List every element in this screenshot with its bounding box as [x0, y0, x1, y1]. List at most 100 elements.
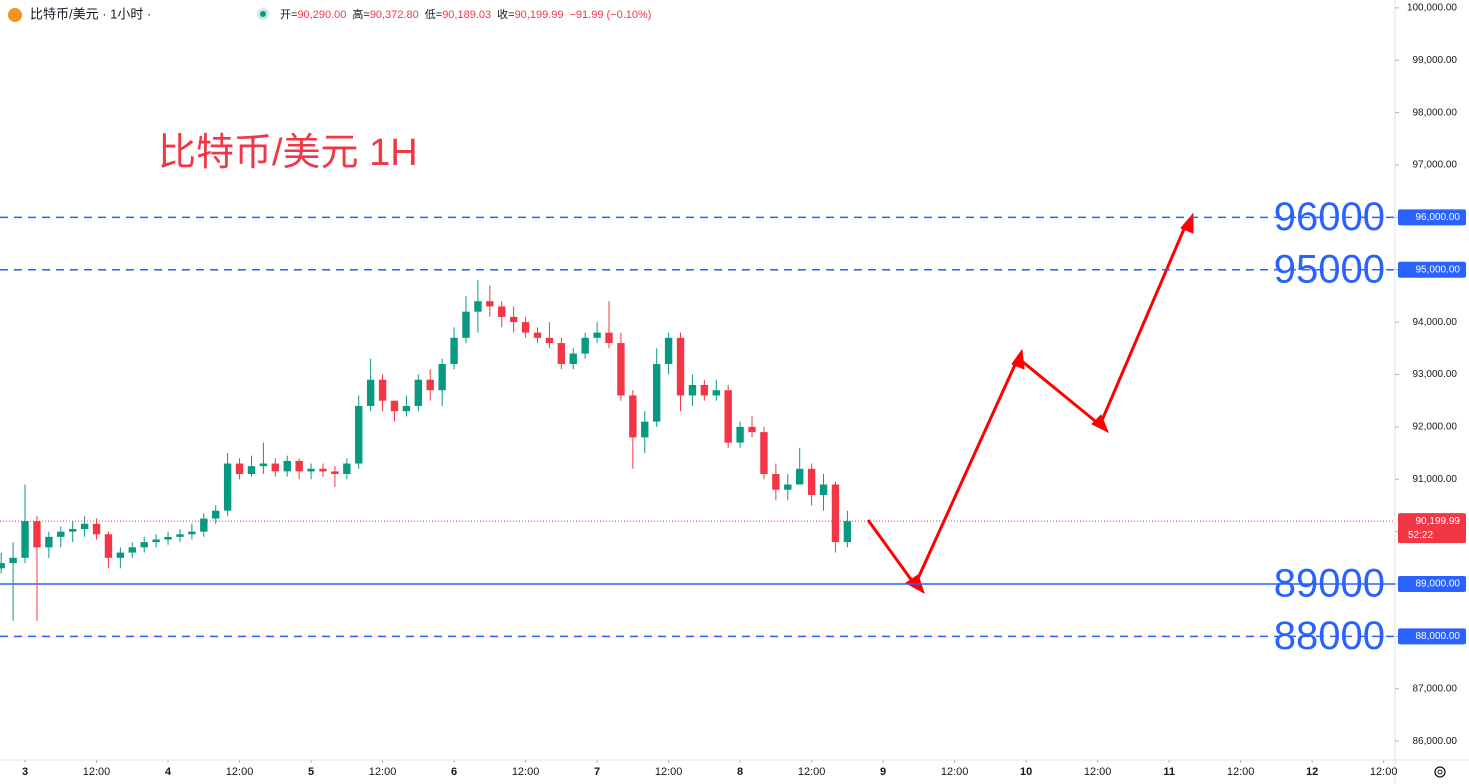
x-tick-label: 10 [1020, 766, 1032, 778]
y-tick-label: 91,000.00 [1413, 474, 1458, 485]
legend-value: 90,372.80 [370, 9, 419, 21]
candle-body [474, 301, 482, 312]
legend-label: 高= [352, 7, 369, 21]
y-tick-label: 92,000.00 [1413, 422, 1458, 433]
candle-body [331, 471, 339, 475]
level-tag-bg [1398, 209, 1466, 226]
candle-body [605, 332, 613, 344]
candle-body [772, 474, 780, 490]
legend-label: 收= [497, 7, 514, 21]
candle-body [414, 379, 423, 406]
status-dot [260, 11, 266, 17]
candle-body [9, 557, 17, 564]
countdown: 52:22 [1408, 530, 1433, 541]
x-tick-label: 12 [1306, 766, 1318, 778]
level-label: 89000 [1274, 562, 1385, 606]
candle-body [521, 322, 530, 333]
candle-body [355, 405, 363, 464]
y-tick-label: 100,000.00 [1407, 2, 1457, 13]
level-tag: 89,000.00 [1416, 579, 1461, 590]
candle-body [307, 468, 315, 472]
candle-body [831, 484, 840, 543]
x-tick-label: 7 [594, 766, 600, 778]
y-tick-label: 99,000.00 [1413, 55, 1458, 66]
x-tick-label: 12:00 [798, 766, 826, 778]
candle-body [223, 463, 232, 511]
candle-body [688, 384, 697, 396]
y-tick-label: 86,000.00 [1413, 736, 1458, 747]
candle-body [700, 384, 709, 396]
candle-body [188, 531, 196, 535]
x-tick-label: 12:00 [512, 766, 540, 778]
candle-body [295, 460, 303, 472]
candle-body [736, 426, 744, 443]
candle-body [152, 539, 160, 543]
candle-body [21, 521, 29, 558]
candle-body [212, 510, 220, 519]
symbol: 比特币/美元 · 1小时 · [30, 6, 151, 21]
candle-body [92, 523, 101, 535]
level-label: 96000 [1274, 195, 1385, 239]
gear-center[interactable] [1437, 769, 1443, 775]
arrow-head [1180, 212, 1194, 234]
candle-body [259, 463, 268, 467]
legend-label: 低= [425, 8, 442, 21]
x-tick-label: 4 [165, 766, 172, 778]
candle-body [343, 463, 351, 475]
x-tick-label: 9 [880, 766, 886, 778]
x-tick-label: 12:00 [1370, 766, 1398, 778]
level-tag: 96,000.00 [1416, 212, 1461, 223]
gear[interactable] [1434, 766, 1446, 778]
level-label: 95000 [1274, 247, 1385, 291]
candle-body [69, 529, 77, 532]
x-tick-label: 5 [308, 766, 314, 778]
candle-body [80, 523, 89, 530]
candle-body [498, 306, 506, 317]
legend-value: 90,199.99 [515, 9, 564, 21]
candle-body [438, 364, 446, 391]
x-tick-label: 12:00 [1084, 766, 1112, 778]
level-tag: 88,000.00 [1416, 631, 1461, 642]
candle-body [390, 400, 399, 412]
candle-body [676, 337, 685, 396]
candle-body [784, 484, 792, 490]
x-tick-label: 6 [451, 766, 457, 778]
candle-body [509, 316, 518, 323]
y-tick-label: 93,000.00 [1413, 369, 1458, 380]
candle-body [712, 390, 720, 396]
level-tag-bg [1398, 261, 1466, 278]
candle-body [819, 484, 828, 495]
x-tick-label: 12:00 [1227, 766, 1255, 778]
legend-value: 90,290.00 [297, 9, 346, 21]
candle-body [247, 466, 256, 475]
x-tick-label: 11 [1163, 766, 1175, 778]
candle-body [593, 332, 601, 338]
x-tick-label: 3 [22, 766, 28, 778]
candle-body [748, 426, 756, 433]
candle-body [45, 536, 53, 548]
candle-body [140, 542, 148, 548]
candle-body [462, 311, 470, 338]
legend-label: 开= [280, 9, 297, 21]
level-tag-bg [1398, 628, 1466, 645]
level-label: 88000 [1274, 614, 1385, 658]
candle-body [402, 405, 411, 412]
legend-change: −91.99 (−0.10%) [570, 9, 652, 21]
candle-body [366, 379, 375, 406]
candle-body [807, 468, 816, 495]
current-price-tag-bg [1398, 513, 1466, 544]
y-tick-label: 87,000.00 [1413, 683, 1458, 694]
settings-icon[interactable] [1434, 766, 1446, 778]
coin-icon [8, 8, 22, 22]
candle-body [581, 337, 589, 354]
annotation-title: 比特币/美元 1H [158, 132, 418, 174]
candle-body [724, 390, 732, 443]
candle-body [629, 395, 637, 438]
candle-body [378, 379, 387, 401]
candle-body [33, 521, 41, 548]
candle-body [200, 518, 208, 532]
candle-body [283, 460, 291, 472]
candle-body [557, 343, 566, 365]
candle-body [486, 301, 494, 307]
